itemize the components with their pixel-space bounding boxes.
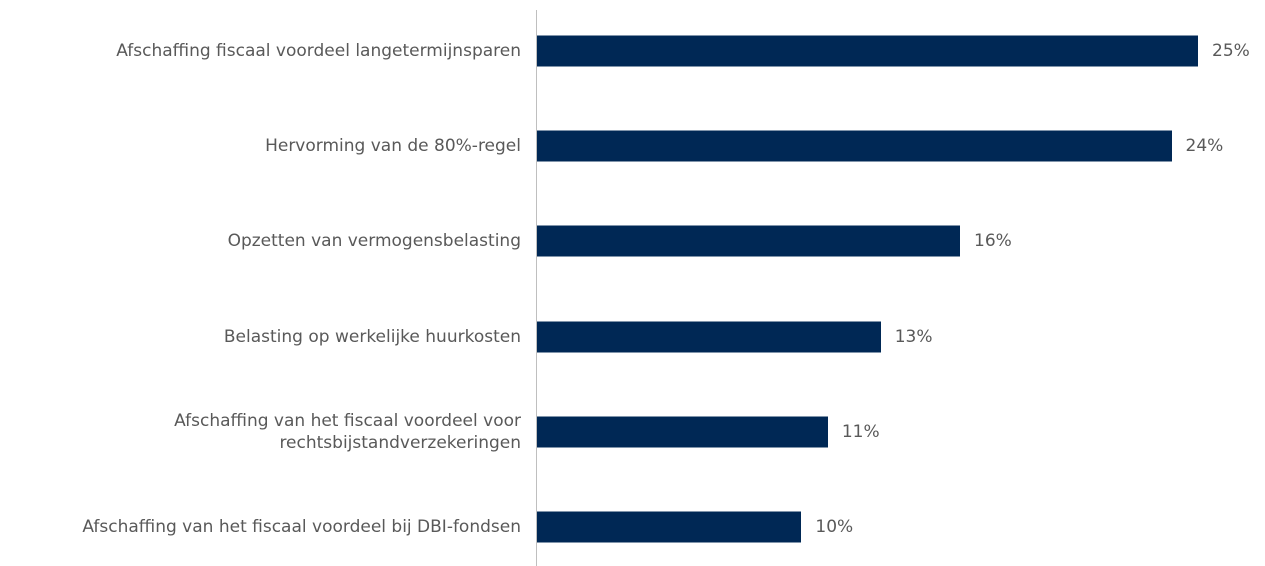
bar [537,321,881,353]
value-label: 11% [841,421,880,442]
axis-line [536,10,537,566]
category-label: Opzetten van vermogensbelasting [227,231,521,252]
bar [537,511,802,543]
bar [537,416,828,448]
category-label: Afschaffing fiscaal voordeel langetermij… [116,41,521,61]
category-label: Hervorming van de 80%-regel [265,136,521,157]
bar [537,35,1198,67]
category-label: Afschaffing van het fiscaal voordeel voo… [174,410,521,453]
value-label: 13% [894,326,933,347]
value-label: 25% [1212,41,1250,61]
value-label: 10% [815,517,854,537]
bar [537,130,1172,162]
value-label: 16% [974,231,1012,252]
value-label: 24% [1185,136,1224,157]
category-label: Belasting op werkelijke huurkosten [223,326,521,347]
bar [537,225,961,257]
category-label: Afschaffing van het fiscaal voordeel bij… [82,517,521,537]
